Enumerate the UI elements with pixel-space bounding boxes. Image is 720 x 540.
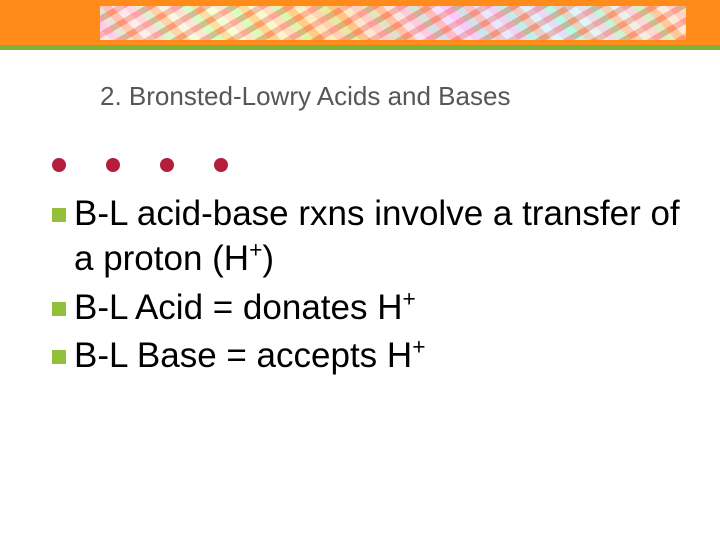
bullet-text-sup: + — [412, 334, 425, 360]
slide-underline — [0, 45, 720, 50]
decorative-photo-strip — [100, 6, 686, 40]
bullet-text-pre: B-L Base = accepts H — [74, 336, 412, 375]
deco-dot — [214, 158, 228, 172]
square-bullet-icon — [52, 302, 66, 316]
bullet-text-pre: B-L acid-base rxns involve a transfer of… — [74, 194, 680, 278]
slide-content: B-L acid-base rxns involve a transfer of… — [52, 192, 680, 383]
square-bullet-icon — [52, 350, 66, 364]
bullet-text: B-L Acid = donates H+ — [74, 286, 416, 331]
slide-title: 2. Bronsted-Lowry Acids and Bases — [100, 80, 680, 114]
bullet-text: B-L Base = accepts H+ — [74, 334, 425, 379]
bullet-item: B-L Acid = donates H+ — [52, 286, 680, 331]
decorative-dots-row — [52, 158, 228, 172]
bullet-text: B-L acid-base rxns involve a transfer of… — [74, 192, 680, 282]
deco-dot — [160, 158, 174, 172]
slide-title-area: 2. Bronsted-Lowry Acids and Bases — [100, 80, 680, 130]
bullet-text-sup: + — [249, 236, 262, 262]
bullet-item: B-L Base = accepts H+ — [52, 334, 680, 379]
slide-top-band — [0, 0, 720, 45]
bullet-text-sup: + — [402, 285, 415, 311]
square-bullet-icon — [52, 208, 66, 222]
deco-dot — [106, 158, 120, 172]
deco-dot — [52, 158, 66, 172]
bullet-item: B-L acid-base rxns involve a transfer of… — [52, 192, 680, 282]
bullet-text-post: ) — [262, 239, 274, 278]
bullet-text-pre: B-L Acid = donates H — [74, 288, 402, 327]
